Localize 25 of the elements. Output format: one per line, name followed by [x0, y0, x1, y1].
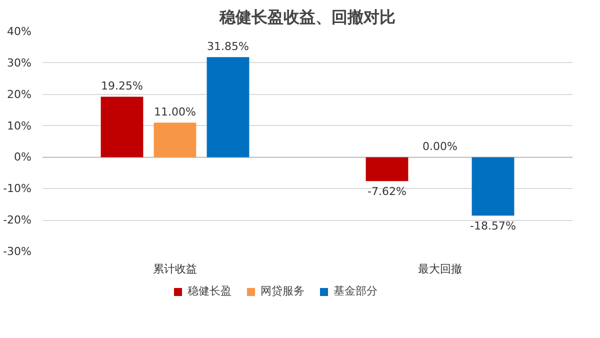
bar: [100, 96, 144, 158]
data-label: -18.57%: [470, 220, 516, 233]
y-tick-label: -30%: [3, 245, 32, 258]
y-tick-label: 30%: [7, 56, 32, 70]
data-label: -7.62%: [368, 185, 406, 198]
legend-label: 稳健长盈: [187, 284, 232, 298]
y-tick-label: 40%: [7, 25, 32, 38]
x-tick-label: 累计收益: [153, 262, 197, 276]
y-tick-label: 10%: [7, 119, 32, 132]
y-tick-label: -20%: [3, 214, 32, 227]
legend-label: 网贷服务: [260, 284, 304, 298]
x-tick-label: 最大回撤: [418, 262, 462, 276]
bar: [206, 57, 250, 158]
data-label: 31.85%: [207, 40, 249, 54]
bar: [366, 157, 408, 182]
data-label: 11.00%: [154, 106, 196, 119]
chart-title: 稳健长盈收益、回撤对比: [218, 8, 396, 26]
data-label: 0.00%: [422, 140, 458, 154]
y-tick-label: 20%: [7, 88, 32, 101]
y-tick-label: 0%: [14, 150, 32, 164]
bar: [472, 157, 514, 216]
data-label: 19.25%: [101, 80, 143, 93]
legend-label: 基金部分: [333, 284, 378, 298]
y-tick-label: -10%: [3, 182, 32, 196]
bar: [154, 122, 196, 158]
